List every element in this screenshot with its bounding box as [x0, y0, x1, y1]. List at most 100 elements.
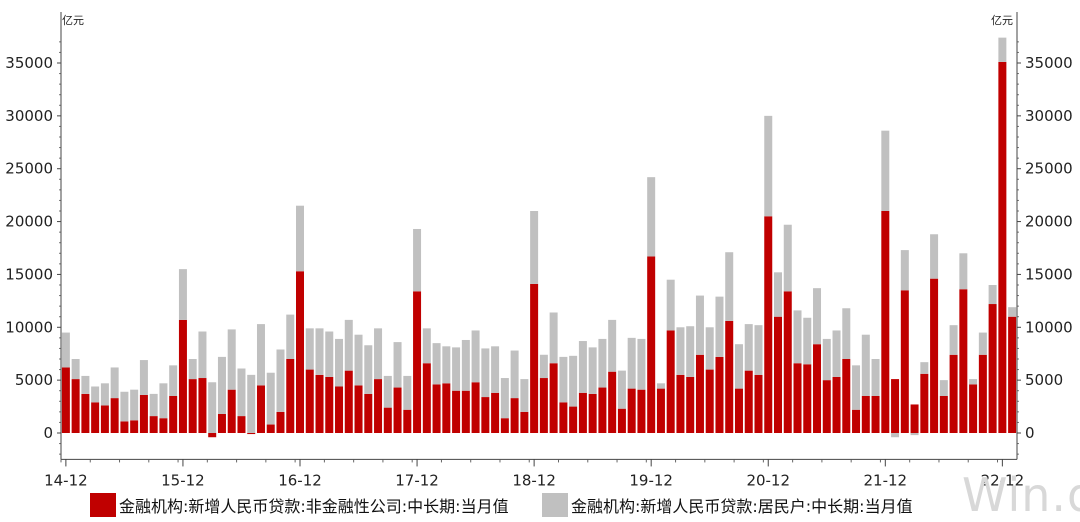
bar-household: [364, 345, 373, 394]
bar-corporate: [676, 374, 685, 433]
bar-household: [188, 359, 197, 380]
y-tick-label-right: 15000: [1025, 265, 1073, 283]
right-unit-label: 亿元: [991, 14, 1013, 27]
bar-corporate: [617, 408, 626, 433]
bar-household: [383, 375, 392, 408]
y-tick-label-left: 35000: [5, 54, 53, 72]
bar-corporate: [559, 402, 568, 433]
bar-corporate: [91, 402, 100, 433]
bar-corporate: [325, 376, 334, 433]
bar-household: [91, 386, 100, 403]
bar-household: [637, 338, 646, 390]
bar-corporate: [110, 398, 119, 433]
bar-corporate: [930, 278, 939, 433]
bar-corporate: [881, 211, 890, 433]
bar-corporate: [364, 393, 373, 433]
bar-corporate: [71, 379, 80, 433]
bar-household: [510, 350, 519, 399]
bar-household: [530, 211, 539, 284]
bar-household: [500, 378, 509, 419]
bar-corporate: [920, 373, 929, 433]
bar-corporate: [608, 371, 617, 433]
bar-corporate: [100, 405, 109, 433]
bar-corporate: [705, 369, 714, 433]
bar-household: [61, 332, 70, 368]
bar-household: [891, 433, 900, 438]
bar-corporate: [725, 320, 734, 433]
bar-household: [208, 382, 217, 433]
x-tick-label: 17-12: [395, 471, 439, 489]
bar-household: [754, 325, 763, 375]
x-tick-label: 20-12: [746, 471, 790, 489]
bar-household: [393, 342, 402, 388]
bar-corporate: [520, 411, 529, 433]
bar-household: [198, 331, 207, 379]
y-tick-label-left: 15000: [5, 265, 53, 283]
bar-household: [715, 296, 724, 357]
bar-corporate: [422, 363, 431, 433]
bar-corporate: [813, 344, 822, 433]
bar-household: [335, 338, 344, 387]
x-tick-label: 15-12: [161, 471, 205, 489]
bar-household: [861, 334, 870, 396]
bar-household: [695, 295, 704, 355]
bar-corporate: [403, 409, 412, 433]
bar-household: [627, 337, 636, 389]
bar-corporate: [169, 396, 178, 433]
x-tick-label: 16-12: [278, 471, 322, 489]
y-tick-label-right: 20000: [1025, 213, 1073, 231]
bar-household: [734, 344, 743, 389]
bar-corporate: [588, 393, 597, 433]
bar-corporate: [256, 385, 265, 433]
bar-corporate: [871, 396, 880, 433]
bar-corporate: [569, 406, 578, 433]
bar-household: [1008, 307, 1017, 317]
x-tick-label: 21-12: [864, 471, 908, 489]
bar-corporate: [686, 376, 695, 433]
bar-corporate: [188, 379, 197, 433]
bar-household: [764, 115, 773, 217]
bar-corporate: [510, 398, 519, 433]
bar-corporate: [783, 291, 792, 433]
bar-corporate: [910, 404, 919, 433]
bar-household: [422, 328, 431, 364]
bar-corporate: [432, 384, 441, 433]
bar-corporate: [803, 364, 812, 433]
bar-corporate: [656, 388, 665, 433]
bar-corporate: [208, 433, 217, 438]
bar-corporate: [793, 363, 802, 433]
bar-household: [217, 356, 226, 414]
bar-household: [569, 355, 578, 407]
bar-corporate: [959, 289, 968, 433]
bar-corporate: [481, 397, 490, 433]
bar-household: [354, 334, 363, 386]
bar-corporate: [900, 290, 909, 433]
bar-corporate: [861, 396, 870, 433]
x-tick-label: 22-12: [981, 471, 1025, 489]
bar-corporate: [530, 283, 539, 433]
bar-household: [666, 279, 675, 331]
bar-corporate: [832, 376, 841, 433]
bar-household: [549, 312, 558, 364]
bar-household: [813, 288, 822, 345]
bars: [61, 37, 1017, 438]
bar-household: [988, 285, 997, 305]
bar-household: [920, 362, 929, 374]
bar-household: [900, 250, 909, 291]
bar-household: [656, 383, 665, 389]
bar-household: [403, 375, 412, 410]
y-tick-label-left: 25000: [5, 160, 53, 178]
bar-corporate: [159, 418, 168, 433]
bar-household: [296, 205, 304, 272]
bar-corporate: [296, 271, 304, 433]
watermark-logo: Win.d: [962, 468, 1080, 522]
y-tick-label-left: 30000: [5, 107, 53, 125]
bar-household: [432, 343, 441, 385]
y-tick-label-right: 0: [1025, 424, 1035, 442]
bar-corporate: [305, 369, 314, 433]
bar-household: [539, 354, 548, 379]
bar-household: [578, 341, 587, 393]
bar-household: [871, 359, 880, 396]
bar-corporate: [374, 379, 383, 433]
bar-household: [344, 319, 353, 371]
